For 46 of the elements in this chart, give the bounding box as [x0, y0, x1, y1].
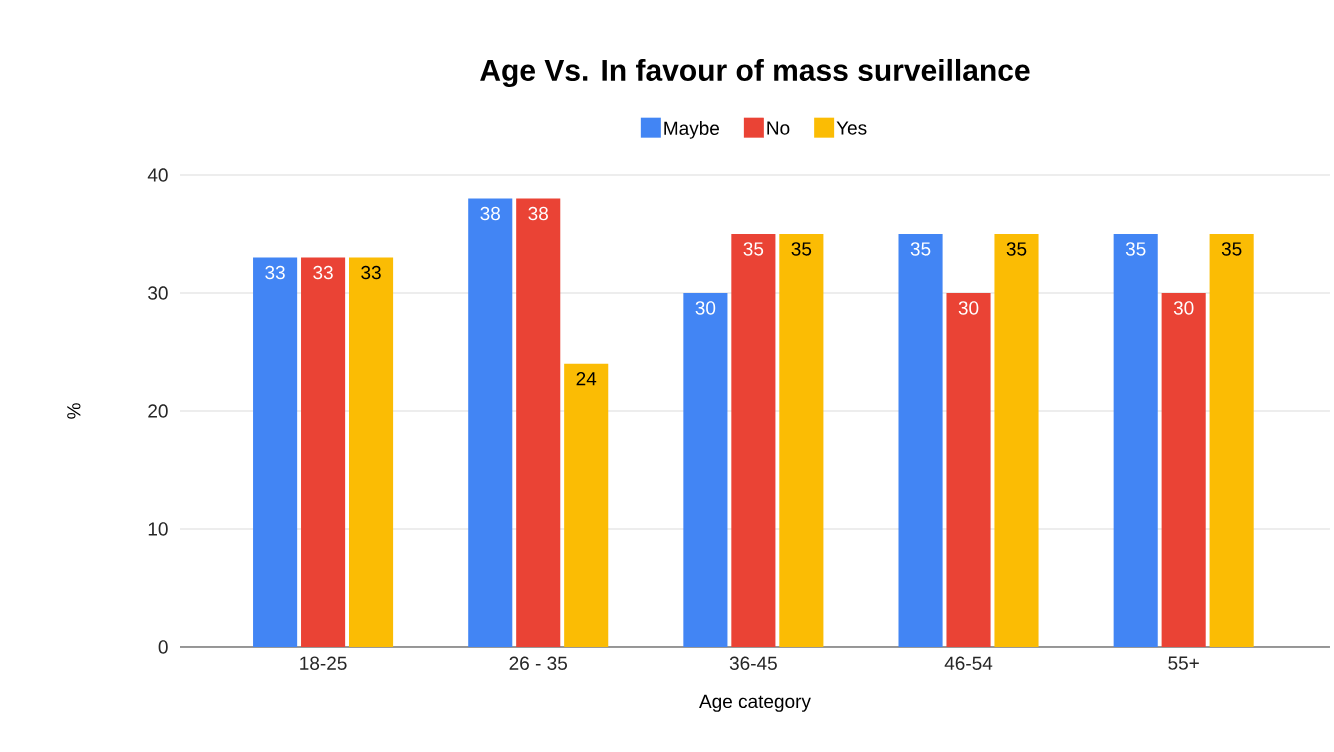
x-tick-label: 46-54 [944, 656, 993, 670]
y-tick-label: 20 [148, 404, 168, 418]
legend-label: Yes [836, 121, 867, 135]
data-label: 33 [361, 265, 381, 280]
data-label: 35 [791, 242, 812, 256]
bar [253, 257, 298, 647]
data-label: 38 [480, 206, 500, 221]
y-tick-label: 40 [147, 168, 168, 182]
y-axis-title: % [67, 403, 81, 419]
data-label: 35 [910, 242, 931, 256]
legend-label: No [767, 121, 790, 135]
y-tick-label: 10 [148, 522, 168, 536]
x-tick-label: 55+ [1168, 656, 1199, 670]
bar [994, 233, 1039, 647]
data-label: 35 [743, 242, 764, 256]
data-label: 30 [1173, 301, 1194, 315]
bar [779, 233, 824, 647]
data-label: 33 [265, 265, 285, 280]
x-tick-label: 18-25 [300, 656, 347, 670]
y-tick-label: 30 [148, 286, 168, 300]
bar [683, 292, 728, 647]
bar [301, 257, 346, 647]
data-label: 24 [576, 371, 597, 386]
bar [946, 292, 991, 647]
x-axis-title: Age category [699, 694, 811, 712]
y-tick-label: 0 [158, 640, 168, 654]
bar [898, 233, 943, 647]
data-label: 35 [1006, 242, 1027, 256]
bar [349, 257, 394, 647]
bar [1209, 233, 1254, 647]
data-label: 38 [528, 206, 548, 221]
x-tick-label: 36-45 [729, 656, 777, 670]
chart-title: Age Vs. In favour of mass surveillance [480, 58, 1030, 88]
x-tick-label: 26 - 35 [509, 656, 567, 670]
legend-label: Maybe [664, 121, 720, 139]
data-label: 33 [313, 265, 333, 280]
data-label: 30 [958, 301, 979, 315]
bar [516, 198, 561, 647]
bar [1161, 292, 1206, 647]
data-label: 35 [1221, 242, 1242, 256]
bar [564, 363, 609, 647]
data-label: 30 [695, 301, 716, 315]
data-label: 35 [1125, 242, 1146, 256]
bar [1113, 233, 1158, 647]
bar [468, 198, 513, 647]
bar [731, 233, 776, 647]
